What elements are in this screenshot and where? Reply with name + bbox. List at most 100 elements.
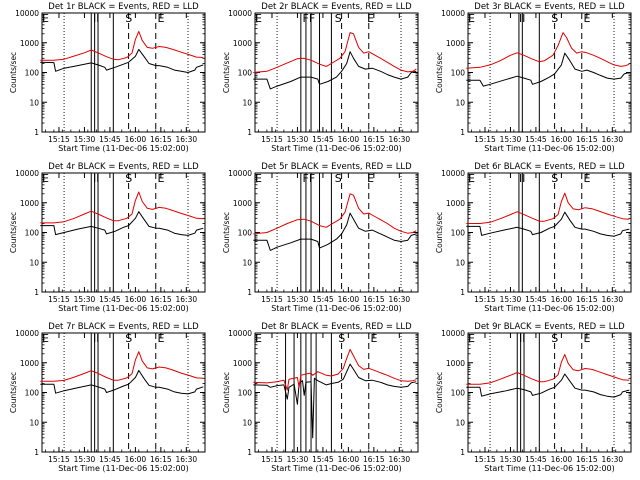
marker-letter: E [583,12,590,25]
x-tick-label: 15:15 [261,295,283,304]
lld-series-line [253,193,417,235]
x-axis-label: Start Time (11-Dec-06 15:02:00) [58,464,189,473]
y-tick-label: 100 [238,229,253,238]
panel-title: Det 9r BLACK = Events, RED = LLD [474,322,625,332]
y-tick-label: 10000 [228,169,252,178]
plot-frame [41,12,206,133]
x-tick-label: 15:30 [287,455,309,464]
panel-title: Det 2r BLACK = Events, RED = LLD [261,2,412,12]
marker-letter: E [42,12,49,25]
x-axis-label: Start Time (11-Dec-06 15:02:00) [271,144,402,153]
panel-plot: Det 9r BLACK = Events, RED = LLD 1 10 100 10… [435,322,632,473]
x-tick-label: 15:30 [500,135,522,144]
y-tick-label: 10000 [15,329,39,338]
x-axis-label: Start Time (11-Dec-06 15:02:00) [484,304,615,313]
x-tick-label: 16:30 [176,135,198,144]
marker-letter: E [367,12,374,25]
x-tick-label: 16:00 [125,295,147,304]
y-tick-label: 1000 [20,39,39,48]
panel-title: Det 5r BLACK = Events, RED = LLD [261,162,412,172]
x-tick-label: 16:15 [576,295,598,304]
panel-plot: Det 4r BLACK = Events, RED = LLD 1 10 100 10… [9,162,206,313]
x-tick-label: 16:00 [125,455,147,464]
y-tick-label: 100 [238,389,253,398]
x-tick-label: 15:45 [525,455,547,464]
marker-letter: E [42,172,49,185]
lld-series-line [40,351,204,382]
panel-title: Det 7r BLACK = Events, RED = LLD [48,322,199,332]
x-tick-label: 16:30 [389,135,411,144]
x-tick-label: 15:45 [99,455,121,464]
lld-series-line [40,191,204,224]
detector-panel-6: Det 6r BLACK = Events, RED = LLD 1 10 100 10… [426,160,639,320]
y-tick-label: 1000 [233,359,252,368]
panel-plot: Det 7r BLACK = Events, RED = LLD 1 10 100 10… [9,322,206,473]
y-tick-label: 1000 [446,199,465,208]
y-tick-label: 1000 [446,39,465,48]
panel-title: Det 4r BLACK = Events, RED = LLD [48,162,199,172]
y-tick-label: 1000 [20,199,39,208]
marker-letter: E [157,12,164,25]
y-tick-label: 10000 [15,169,39,178]
events-series-line [466,373,630,398]
marker-letter: FF [303,12,316,25]
x-axis-label: Start Time (11-Dec-06 15:02:00) [484,464,615,473]
lld-series-line [466,354,630,385]
x-tick-label: 16:30 [176,295,198,304]
y-tick-label: 10000 [441,169,465,178]
panel-plot: Det 5r BLACK = Events, RED = LLD 1 10 100 10… [222,162,419,313]
x-tick-label: 16:15 [363,135,385,144]
plot-frame [41,172,206,293]
marker-letter: E [583,332,590,345]
y-axis-label: Counts/sec [222,212,231,253]
y-tick-label: 10000 [441,9,465,18]
marker-letter: S [335,172,342,185]
x-tick-label: 15:30 [74,455,96,464]
y-tick-label: 10000 [228,9,252,18]
x-tick-label: 16:15 [150,135,172,144]
y-tick-label: 10 [242,418,252,427]
x-tick-label: 15:15 [48,295,70,304]
x-tick-label: 16:15 [363,455,385,464]
x-axis-label: Start Time (11-Dec-06 15:02:00) [271,464,402,473]
x-tick-label: 16:15 [150,455,172,464]
y-tick-label: 100 [25,229,40,238]
y-axis-label: Counts/sec [435,52,444,93]
marker-letter: S [551,332,558,345]
x-axis-label: Start Time (11-Dec-06 15:02:00) [484,144,615,153]
y-tick-label: 100 [238,69,253,78]
marker-letter: S [125,172,132,185]
marker-letter: II [93,12,100,25]
y-tick-label: 10 [455,418,465,427]
x-tick-label: 16:15 [576,135,598,144]
events-series-line [40,370,204,395]
x-tick-label: 15:45 [525,295,547,304]
panel-plot: Det 3r BLACK = Events, RED = LLD 1 10 100 10… [435,2,632,153]
y-tick-label: 100 [451,69,466,78]
x-tick-label: 15:30 [500,455,522,464]
plot-frame [254,12,419,133]
marker-letter: E [157,332,164,345]
y-tick-label: 1000 [446,359,465,368]
panel-plot: Det 6r BLACK = Events, RED = LLD 1 10 100 10… [435,162,632,313]
plot-frame [467,12,632,133]
detector-panel-2: Det 2r BLACK = Events, RED = LLD 1 10 100 10… [213,0,426,160]
x-tick-label: 15:15 [48,455,70,464]
plot-frame [467,332,632,453]
y-tick-label: 10000 [15,9,39,18]
x-tick-label: 16:15 [150,295,172,304]
y-axis-label: Counts/sec [435,372,444,413]
x-tick-label: 16:00 [338,455,360,464]
x-tick-label: 15:15 [261,455,283,464]
y-tick-label: 1 [247,288,252,297]
x-tick-label: 15:45 [99,135,121,144]
x-tick-label: 16:15 [576,455,598,464]
events-series-line [253,212,417,251]
x-axis-label: Start Time (11-Dec-06 15:02:00) [58,144,189,153]
plot-frame [254,172,419,293]
y-tick-label: 1 [460,448,465,457]
y-tick-label: 1000 [20,359,39,368]
x-tick-label: 15:45 [312,295,334,304]
marker-letter: E [583,172,590,185]
events-series-line [40,211,204,236]
